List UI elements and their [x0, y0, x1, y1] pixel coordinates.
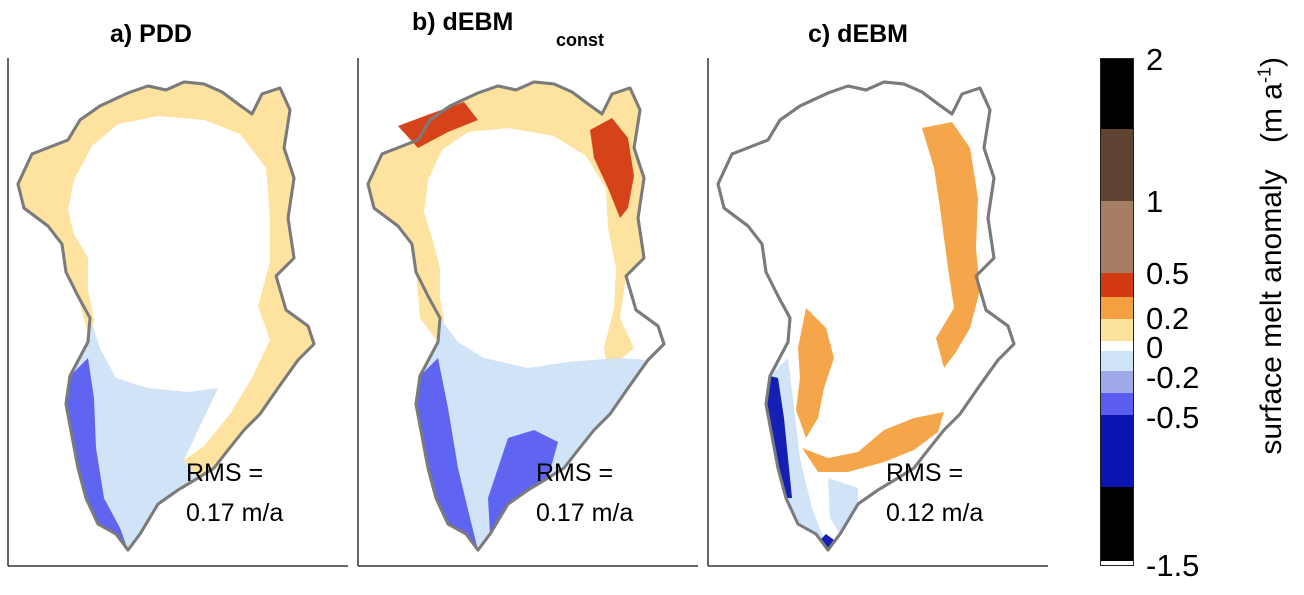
coastline [366, 80, 666, 552]
colorbar-segment [1101, 201, 1133, 273]
melt-anomaly-region [796, 308, 834, 438]
colorbar-segment [1101, 129, 1133, 201]
panel-b-subscript: const [556, 30, 605, 50]
melt-anomaly-region [766, 376, 792, 498]
colorbar [1100, 58, 1134, 566]
colorbar-segment [1101, 59, 1133, 129]
panel-b-map: RMS = 0.17 m/a [357, 58, 698, 567]
melt-anomaly-region [18, 82, 314, 478]
colorbar-segment [1101, 297, 1133, 319]
melt-anomaly-region [368, 82, 644, 370]
colorbar-tick-0-2: 0.2 [1146, 301, 1190, 336]
colorbar-tick-0-5: 0.5 [1146, 256, 1190, 291]
unit-exponent: -1 [1254, 66, 1275, 84]
colorbar-segment [1101, 415, 1133, 487]
colorbar-segment [1101, 319, 1133, 341]
panel-a-title: a) PDD [110, 20, 192, 48]
melt-anomaly-region [590, 118, 634, 218]
greenland-map-a [7, 58, 348, 567]
melt-anomaly-region [398, 102, 478, 148]
panel-c-map: RMS = 0.12 m/a [707, 58, 1048, 567]
colorbar-segment [1101, 487, 1133, 561]
panel-c-title: c) dEBM [808, 20, 908, 48]
rms-value: 0.17 m/a [536, 499, 634, 527]
melt-anomaly-region [820, 534, 834, 550]
panel-c-rms: RMS = 0.12 m/a [886, 453, 983, 533]
rms-label: RMS = [186, 459, 264, 487]
greenland-map-c [707, 58, 1048, 567]
colorbar-tick-0: 0 [1146, 330, 1164, 365]
panel-b-rms: RMS = 0.17 m/a [536, 453, 633, 533]
melt-anomaly-region [828, 478, 858, 534]
melt-anomaly-region [416, 358, 478, 550]
colorbar-segment [1101, 393, 1133, 415]
rms-value: 0.12 m/a [886, 499, 984, 527]
rms-label: RMS = [536, 459, 614, 487]
colorbar-segment [1101, 371, 1133, 393]
colorbar-tick-2: 2 [1146, 42, 1164, 77]
coastline [716, 80, 1016, 552]
melt-anomaly-region [802, 412, 944, 472]
colorbar-tick-neg-0-5: -0.5 [1146, 400, 1200, 435]
colorbar-segment [1101, 351, 1133, 371]
colorbar-unit: (m a-1) [1255, 57, 1290, 143]
melt-anomaly-region [66, 318, 218, 550]
panel-b-title: b) dEBM [412, 8, 514, 36]
unit-close: ) [1255, 56, 1289, 67]
melt-anomaly-region [922, 122, 980, 368]
colorbar-tick-neg-0-2: -0.2 [1146, 360, 1200, 395]
colorbar-segment [1101, 341, 1133, 351]
rms-label: RMS = [886, 459, 964, 487]
melt-anomaly-region [66, 358, 128, 550]
colorbar-tick-1: 1 [1146, 184, 1164, 219]
unit-base: (m a [1255, 83, 1289, 144]
coastline [16, 80, 316, 552]
colorbar-label: surface melt anomaly [1255, 169, 1288, 455]
greenland-map-b [357, 58, 698, 567]
panel-a-map: RMS = 0.17 m/a [7, 58, 348, 567]
panel-a-rms: RMS = 0.17 m/a [186, 453, 283, 533]
colorbar-tick-neg-1-5: -1.5 [1146, 548, 1200, 583]
colorbar-segment [1101, 273, 1133, 297]
rms-value: 0.17 m/a [186, 499, 284, 527]
